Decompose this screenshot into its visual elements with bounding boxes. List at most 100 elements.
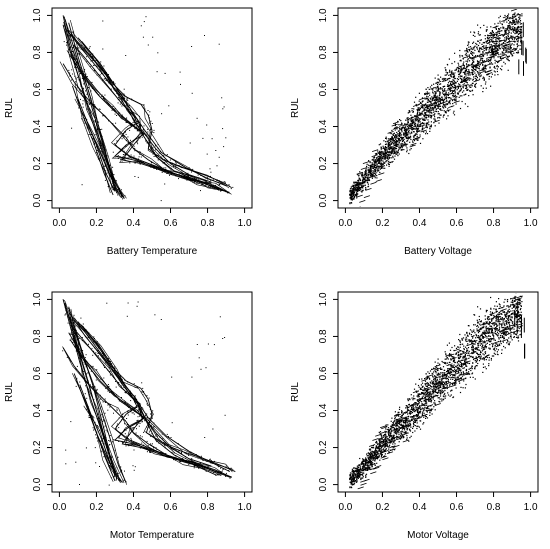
data-point [420, 123, 421, 124]
data-point [115, 114, 116, 115]
data-point [201, 184, 202, 185]
data-point [95, 129, 96, 130]
data-point [438, 90, 439, 91]
data-point [515, 16, 516, 17]
data-point [443, 115, 444, 116]
data-point [73, 47, 74, 48]
data-point [461, 76, 462, 77]
data-point [197, 118, 198, 119]
data-point [71, 339, 72, 340]
series-line [79, 39, 231, 194]
data-point [84, 378, 85, 379]
data-point [122, 441, 123, 442]
data-point [498, 38, 499, 39]
data-point [473, 58, 474, 59]
data-point [485, 35, 486, 36]
data-point [436, 103, 437, 104]
data-point [376, 177, 377, 178]
data-point [457, 78, 458, 79]
data-point [351, 197, 352, 198]
data-point [130, 438, 131, 439]
data-point [464, 50, 465, 51]
data-point [495, 39, 496, 40]
data-point [379, 144, 380, 145]
data-point [468, 47, 469, 48]
data-point [395, 129, 396, 130]
data-point [74, 335, 75, 336]
data-point [449, 343, 450, 344]
data-point [500, 27, 501, 28]
data-point [103, 365, 104, 366]
data-point [466, 55, 467, 56]
data-point [506, 320, 507, 321]
data-point [460, 60, 461, 61]
data-point [390, 155, 391, 156]
data-point [447, 115, 448, 116]
data-point [486, 50, 487, 51]
data-point [458, 83, 459, 84]
data-point [413, 108, 414, 109]
data-point [491, 58, 492, 59]
data-point [448, 92, 449, 93]
data-point [469, 54, 470, 55]
data-point [449, 100, 450, 101]
data-point [118, 382, 119, 383]
data-point [432, 107, 433, 108]
data-point [386, 137, 387, 138]
data-point [64, 17, 65, 18]
data-point [412, 112, 413, 113]
data-point [120, 471, 121, 472]
data-point [127, 406, 128, 407]
data-point [86, 404, 87, 405]
data-point [90, 66, 91, 67]
data-point [107, 405, 108, 406]
data-point [424, 115, 425, 116]
data-point [115, 123, 116, 124]
data-point [467, 71, 468, 72]
data-point [197, 457, 198, 458]
data-point [163, 442, 164, 443]
data-point [364, 185, 365, 186]
data-point [196, 178, 197, 179]
data-point [118, 102, 119, 103]
data-point [146, 427, 147, 428]
data-point [109, 441, 110, 442]
data-point [389, 166, 390, 167]
data-point [439, 80, 440, 81]
data-point [138, 136, 139, 137]
data-point [476, 74, 477, 75]
data-point [354, 185, 355, 186]
data-point [458, 88, 459, 89]
data-point [135, 466, 136, 467]
data-point [440, 99, 441, 100]
data-point [391, 151, 392, 152]
data-point [179, 461, 180, 462]
data-point [453, 90, 454, 91]
data-point [122, 104, 123, 105]
data-point [492, 37, 493, 38]
data-point [484, 70, 485, 71]
data-point [374, 157, 375, 158]
data-point [458, 79, 459, 80]
data-point [426, 126, 427, 127]
data-point [461, 68, 462, 69]
data-point [359, 171, 360, 172]
data-point [110, 389, 111, 390]
data-point [115, 440, 116, 441]
data-point [460, 108, 461, 109]
data-point [153, 165, 154, 166]
data-point [82, 49, 83, 50]
data-point [105, 399, 106, 400]
data-point [426, 396, 427, 397]
data-point [66, 42, 67, 43]
data-point [511, 302, 512, 303]
data-point [473, 32, 474, 33]
data-point [411, 121, 412, 122]
data-point [124, 97, 125, 98]
data-point [521, 23, 522, 24]
data-point [406, 132, 407, 133]
data-point [401, 134, 402, 135]
data-point [179, 451, 180, 452]
data-point [161, 319, 162, 320]
data-streak [359, 200, 365, 202]
